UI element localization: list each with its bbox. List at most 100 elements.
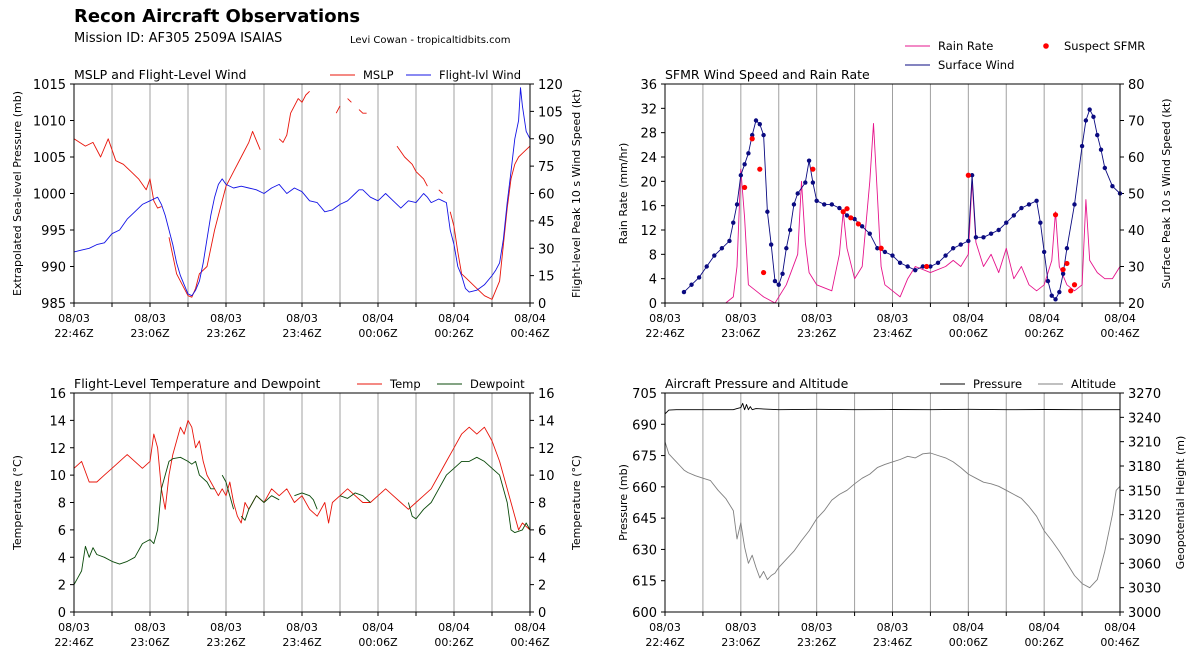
y-tick-label-right: 105 xyxy=(538,105,563,120)
plot-frame xyxy=(664,392,1121,613)
y-tick-label-left: 10 xyxy=(49,469,66,484)
x-tick-label-time: 00:46Z xyxy=(1100,327,1140,340)
surface-wind-point xyxy=(859,224,865,229)
x-tick-label-time: 23:46Z xyxy=(873,327,913,340)
surface-wind-point xyxy=(689,282,694,287)
x-tick-label-time: 23:26Z xyxy=(206,636,246,649)
x-tick-label-time: 23:26Z xyxy=(797,327,837,340)
suspect-sfmr-point xyxy=(878,245,884,251)
surface-wind-point xyxy=(844,213,850,218)
x-tick-label-time: 00:06Z xyxy=(949,327,989,340)
panel-temp-dewpoint: 08/03 22:46Z 08/03 23:06Z 08/03 23:26Z 08/03 23… xyxy=(11,376,583,649)
surface-wind-point xyxy=(920,264,926,269)
surface-wind-point xyxy=(806,158,812,163)
x-tick-label-time: 22:46Z xyxy=(645,636,685,649)
legend-marker xyxy=(1043,43,1049,49)
y-tick-label-right: 3090 xyxy=(1128,533,1161,548)
surface-wind-point xyxy=(787,227,793,233)
surface-wind-point xyxy=(1079,143,1085,149)
x-tick-label-time: 23:06Z xyxy=(721,636,761,649)
x-tick-label-date: 08/04 xyxy=(1104,312,1136,325)
credit-text: Levi Cowan - tropicaltidbits.com xyxy=(350,35,511,46)
suspect-sfmr-point xyxy=(1060,266,1066,273)
surface-wind-point xyxy=(731,220,736,225)
suspect-sfmr-point xyxy=(810,166,816,172)
y-tick-label-right: 45 xyxy=(538,215,555,230)
y-tick-label-left: 12 xyxy=(640,224,657,239)
x-tick-label-date: 08/03 xyxy=(286,621,318,634)
x-tick-label-time: 22:46Z xyxy=(54,327,94,340)
y-tick-label-right: 3120 xyxy=(1128,509,1161,524)
surface-wind-point xyxy=(757,121,762,127)
y-axis-title-right: Flight-level Peak 10 s Wind Speed (kt) xyxy=(570,89,583,298)
y-axis-title-right: Temperature (°C) xyxy=(570,455,583,551)
surface-wind-point xyxy=(1060,271,1066,276)
series-line-mslp xyxy=(73,90,531,300)
surface-wind-point xyxy=(803,180,808,185)
x-tick-label-date: 08/03 xyxy=(725,312,757,325)
surface-wind-point xyxy=(1087,107,1092,112)
x-tick-label-date: 08/03 xyxy=(801,312,833,325)
y-tick-label-left: 28 xyxy=(640,127,657,142)
y-tick-label-left: 630 xyxy=(632,543,657,558)
surface-wind-point xyxy=(1072,202,1077,207)
legend-label: Temp xyxy=(389,377,421,391)
surface-wind-point xyxy=(950,246,956,251)
x-tick-label-date: 08/03 xyxy=(286,312,318,325)
y-tick-label-right: 3030 xyxy=(1128,582,1161,597)
y-tick-label-left: 985 xyxy=(41,297,66,312)
x-tick-label-date: 08/03 xyxy=(877,312,909,325)
y-tick-label-left: 1005 xyxy=(33,151,66,166)
y-tick-label-left: 705 xyxy=(632,387,657,402)
y-tick-label-left: 1015 xyxy=(33,78,66,93)
suspect-sfmr-point xyxy=(924,263,930,270)
surface-wind-point xyxy=(1057,289,1062,295)
surface-wind-point xyxy=(969,173,975,178)
surface-wind-point xyxy=(814,198,819,203)
chart-title: SFMR Wind Speed and Rain Rate xyxy=(665,67,870,82)
surface-wind-point xyxy=(719,246,725,251)
y-tick-label-right: 3180 xyxy=(1128,460,1161,475)
legend-label: Pressure xyxy=(973,377,1022,391)
x-tick-label-time: 23:26Z xyxy=(797,636,837,649)
legend-label: Flight-lvl Wind xyxy=(439,68,521,82)
plot-frame xyxy=(73,392,531,613)
surface-wind-point xyxy=(780,271,785,276)
suspect-sfmr-point xyxy=(742,184,748,191)
surface-wind-point xyxy=(935,260,941,266)
surface-wind-point xyxy=(738,173,744,178)
y-tick-label-left: 675 xyxy=(632,450,657,465)
x-tick-label-date: 08/03 xyxy=(649,312,681,325)
y-tick-label-left: 14 xyxy=(49,414,66,429)
y-tick-label-left: 4 xyxy=(58,551,66,566)
y-tick-label-left: 36 xyxy=(640,78,657,93)
y-tick-label-right: 3240 xyxy=(1128,411,1161,426)
surface-wind-point xyxy=(750,132,755,138)
legend-label: Dewpoint xyxy=(470,377,525,391)
x-tick-label-date: 08/04 xyxy=(952,621,984,634)
y-tick-label-right: 15 xyxy=(538,270,555,285)
y-tick-label-right: 50 xyxy=(1128,188,1145,203)
x-tick-label-date: 08/03 xyxy=(134,621,166,634)
series-line-altitude xyxy=(664,441,1121,589)
y-tick-label-left: 32 xyxy=(640,102,657,117)
x-tick-label-time: 22:46Z xyxy=(645,327,685,340)
x-tick-label-time: 00:26Z xyxy=(434,327,474,340)
x-tick-label-date: 08/03 xyxy=(58,621,90,634)
surface-wind-point xyxy=(1102,165,1108,171)
x-tick-label-date: 08/04 xyxy=(1028,621,1060,634)
y-tick-label-left: 8 xyxy=(58,497,66,512)
surface-wind-point xyxy=(837,205,842,211)
y-tick-label-left: 4 xyxy=(649,273,657,288)
suspect-sfmr-point xyxy=(855,221,861,227)
y-tick-label-left: 0 xyxy=(58,606,66,621)
surface-wind-point xyxy=(996,227,1001,233)
y-tick-label-left: 6 xyxy=(58,524,66,539)
x-tick-label-time: 22:46Z xyxy=(54,636,94,649)
x-tick-label-date: 08/03 xyxy=(210,621,242,634)
y-tick-label-right: 16 xyxy=(538,387,555,402)
series-line-surface-wind xyxy=(683,109,1121,300)
x-tick-label-time: 23:06Z xyxy=(130,636,170,649)
surface-wind-point xyxy=(696,275,702,280)
plot-frame xyxy=(73,83,531,304)
